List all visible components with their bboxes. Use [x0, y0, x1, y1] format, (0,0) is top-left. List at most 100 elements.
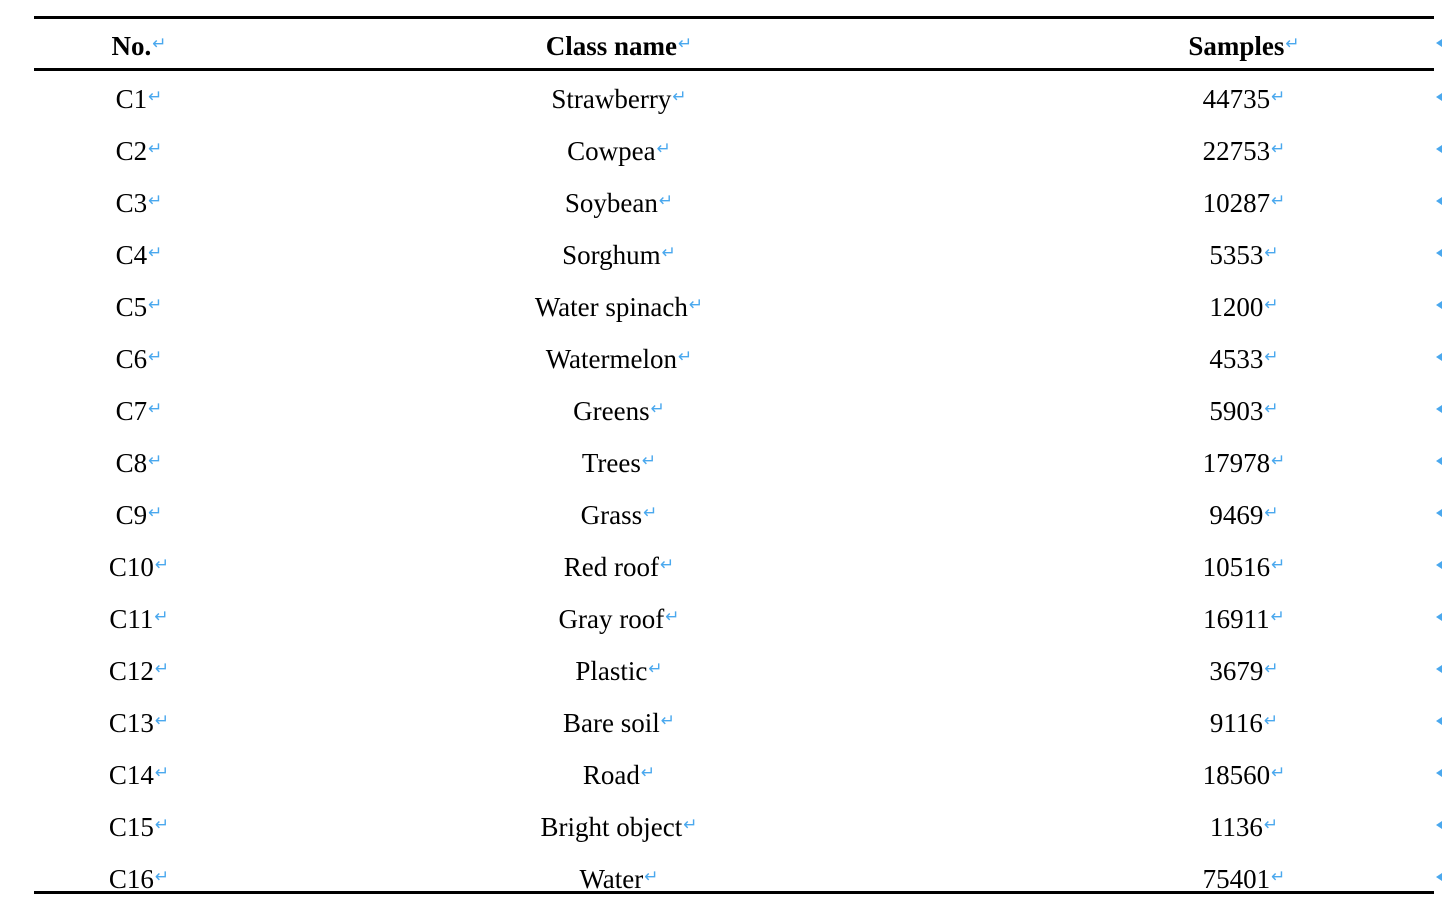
table-top-rule — [34, 16, 1434, 19]
cell-no-text: C5 — [115, 292, 148, 322]
table-bottom-rule — [34, 891, 1434, 894]
cell-class-name: Trees↵ — [304, 435, 934, 489]
table-row: C6↵ Watermelon↵ 4533↵ — [34, 331, 1434, 383]
cell-class-name: Strawberry↵ — [304, 71, 934, 125]
paragraph-mark-icon: ↵ — [650, 399, 665, 419]
paragraph-mark-icon: ↵ — [148, 347, 163, 367]
cell-samples: 5353↵ — [1084, 227, 1404, 281]
paragraph-mark-icon: ↵ — [1264, 295, 1279, 315]
table-row: C13↵ Bare soil↵ 9116↵ — [34, 695, 1434, 747]
cell-class-name-text: Bright object — [540, 812, 683, 842]
header-cell-no: No.↵ — [34, 18, 244, 72]
cell-no: C16↵ — [34, 851, 244, 905]
cell-no-text: C12 — [108, 656, 154, 686]
paragraph-mark-icon: ↵ — [1271, 763, 1286, 783]
paragraph-mark-icon: ↵ — [665, 607, 680, 627]
paragraph-mark-icon: ↵ — [1263, 711, 1279, 731]
paragraph-mark-icon: ↵ — [1263, 815, 1279, 835]
cell-samples-text: 17978 — [1202, 448, 1271, 478]
row-end-marker-icon — [1434, 403, 1442, 415]
cell-samples: 10516↵ — [1084, 539, 1404, 593]
cell-class-name: Plastic↵ — [304, 643, 934, 697]
paragraph-mark-icon: ↵ — [659, 555, 675, 575]
cell-class-name-text: Red roof — [563, 552, 659, 582]
cell-class-name: Grass↵ — [304, 487, 934, 541]
cell-no: C4↵ — [34, 227, 244, 281]
paragraph-mark-icon: ↵ — [148, 87, 163, 107]
cell-class-name-text: Water spinach — [534, 292, 688, 322]
paragraph-mark-icon: ↵ — [660, 711, 675, 731]
cell-samples: 4533↵ — [1084, 331, 1404, 385]
cell-no: C10↵ — [34, 539, 244, 593]
row-end-marker-icon — [1434, 91, 1442, 103]
cell-samples: 75401↵ — [1084, 851, 1404, 905]
cell-no: C7↵ — [34, 383, 244, 437]
cell-class-name: Bare soil↵ — [304, 695, 934, 749]
paragraph-mark-icon: ↵ — [656, 139, 671, 159]
table-row: C14↵ Road↵ 18560↵ — [34, 747, 1434, 799]
paragraph-mark-icon: ↵ — [1264, 347, 1279, 367]
row-end-marker-icon — [1434, 663, 1442, 675]
cell-samples-text: 44735 — [1202, 84, 1271, 114]
cell-no: C8↵ — [34, 435, 244, 489]
cell-no: C1↵ — [34, 71, 244, 125]
table-row: C11↵ Gray roof↵ 16911↵ — [34, 591, 1434, 643]
header-cell-samples: Samples↵ — [1084, 18, 1404, 72]
row-end-marker-icon — [1434, 143, 1442, 155]
cell-class-name-text: Watermelon — [545, 344, 678, 374]
cell-samples-text: 4533 — [1209, 344, 1264, 374]
paragraph-mark-icon: ↵ — [678, 34, 693, 54]
table-row: C1↵ Strawberry↵ 44735 ↵ — [34, 71, 1434, 123]
cell-no: C9↵ — [34, 487, 244, 541]
paragraph-mark-icon: ↵ — [1271, 451, 1286, 471]
paragraph-mark-icon: ↵ — [641, 451, 657, 471]
cell-class-name-text: Trees — [581, 448, 641, 478]
row-end-marker-icon — [1434, 715, 1442, 727]
table-row: C10↵ Red roof↵ 10516↵ — [34, 539, 1434, 591]
paragraph-mark-icon: ↵ — [1271, 867, 1286, 887]
paragraph-mark-icon: ↵ — [154, 607, 169, 627]
table-row: C5↵ Water spinach↵ 1200↵ — [34, 279, 1434, 331]
cell-class-name: Gray roof↵ — [304, 591, 934, 645]
cell-samples-text: 10287 — [1202, 188, 1271, 218]
paragraph-mark-icon: ↵ — [154, 555, 170, 575]
table-header-row: No.↵ Class name↵ Samples↵ — [34, 18, 1434, 68]
cell-no-text: C7 — [115, 396, 148, 426]
paragraph-mark-icon: ↵ — [148, 243, 163, 263]
row-end-marker-icon — [1434, 767, 1442, 779]
cell-no-text: C11 — [109, 604, 154, 634]
cell-no-text: C9 — [115, 500, 148, 530]
cell-samples-text: 5353 — [1209, 240, 1264, 270]
cell-no: C15↵ — [34, 799, 244, 853]
paragraph-mark-icon: ↵ — [678, 347, 693, 367]
cell-samples: 9116↵ — [1084, 695, 1404, 749]
cell-class-name: Cowpea↵ — [304, 123, 934, 177]
paragraph-mark-icon: ↵ — [154, 815, 170, 835]
cell-no: C14↵ — [34, 747, 244, 801]
cell-class-name-text: Plastic — [575, 656, 648, 686]
paragraph-mark-icon: ↵ — [148, 399, 163, 419]
cell-no-text: C15 — [108, 812, 154, 842]
cell-class-name: Water spinach↵ — [304, 279, 934, 333]
cell-no-text: C8 — [115, 448, 148, 478]
paragraph-mark-icon: ↵ — [152, 34, 167, 54]
row-end-marker-icon — [1434, 507, 1442, 519]
cell-samples-text: 9116 — [1209, 708, 1263, 738]
cell-class-name: Red roof↵ — [304, 539, 934, 593]
cell-class-name-text: Road — [582, 760, 640, 790]
cell-samples: 5903↵ — [1084, 383, 1404, 437]
cell-no-text: C6 — [115, 344, 148, 374]
cell-no: C12↵ — [34, 643, 244, 697]
cell-class-name-text: Cowpea — [567, 136, 656, 166]
paragraph-mark-icon: ↵ — [644, 867, 659, 887]
table-row: C2↵ Cowpea↵ 22753↵ — [34, 123, 1434, 175]
paragraph-mark-icon: ↵ — [148, 451, 163, 471]
paragraph-mark-icon: ↵ — [148, 191, 163, 211]
table-row: C8↵ Trees↵ 17978↵ — [34, 435, 1434, 487]
cell-samples: 16911↵ — [1084, 591, 1404, 645]
table-row: C3↵ Soybean↵ 10287↵ — [34, 175, 1434, 227]
paragraph-mark-icon: ↵ — [1264, 659, 1279, 679]
cell-no: C3↵ — [34, 175, 244, 229]
row-end-marker-icon — [1434, 871, 1442, 883]
paragraph-mark-icon: ↵ — [148, 139, 163, 159]
